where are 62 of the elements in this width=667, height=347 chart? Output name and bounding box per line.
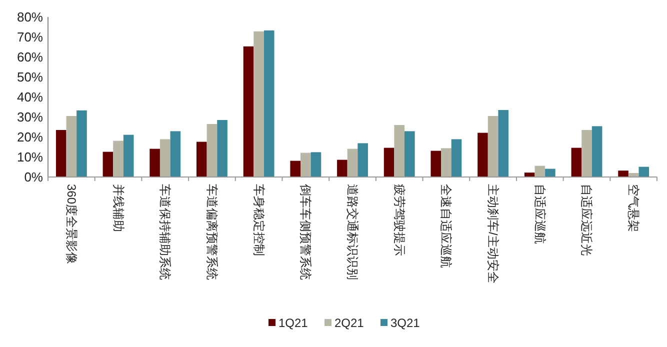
x-tick-label: 倒车车侧预警系统: [298, 184, 313, 280]
bar: [170, 131, 181, 177]
bar: [404, 131, 415, 177]
bar: [384, 148, 394, 177]
legend-label: 2Q21: [334, 316, 364, 330]
x-tick-label: 车道偏离预警系统: [204, 184, 219, 280]
bar: [358, 143, 368, 177]
bar: [66, 116, 77, 177]
x-tick-label: 疲劳驾驶提示: [392, 184, 406, 256]
x-tick-label: 自适应远近光: [580, 184, 594, 256]
bar: [498, 110, 508, 177]
x-tick-label: 全速自适应巡航: [439, 184, 454, 268]
bar: [56, 130, 66, 177]
y-tick-label: 60%: [16, 50, 44, 65]
bar: [76, 110, 87, 177]
y-tick-label: 20%: [16, 130, 44, 145]
y-tick-label: 40%: [16, 90, 44, 105]
bar: [441, 148, 452, 177]
bar: [478, 132, 488, 177]
x-tick-label: 360度全景影像: [64, 184, 78, 264]
bar: [243, 46, 254, 177]
bar: [290, 160, 300, 177]
x-tick-label: 道路交通标识识别: [346, 184, 360, 280]
bar: [451, 139, 462, 177]
y-tick-label: 30%: [16, 110, 44, 125]
bar: [347, 148, 358, 177]
y-tick-label: 80%: [16, 10, 44, 25]
bar: [337, 160, 348, 177]
bar: [160, 139, 170, 177]
bar: [150, 148, 160, 177]
legend-label: 3Q21: [390, 316, 420, 330]
bar: [300, 152, 311, 177]
bar: [102, 152, 114, 177]
bar: [217, 120, 228, 177]
y-tick-label: 50%: [16, 70, 44, 85]
bar: [545, 168, 556, 177]
x-tick-label: 主动刹车/主动安全: [486, 184, 500, 284]
x-tick-label: 车道保持辅助系统: [158, 184, 172, 280]
y-tick-label: 0%: [24, 170, 44, 185]
bar: [394, 125, 404, 177]
bar: [534, 166, 546, 177]
bar: [582, 130, 592, 177]
bar: [113, 140, 124, 177]
bar: [196, 142, 207, 177]
bar: [310, 152, 322, 177]
bar: [264, 30, 274, 177]
x-tick-label: 空气悬架: [626, 184, 641, 232]
y-tick-label: 10%: [16, 150, 44, 165]
y-tick-label: 70%: [16, 30, 44, 45]
x-tick-label: 车身稳定控制: [252, 184, 266, 256]
bar: [123, 134, 134, 177]
bar: [430, 150, 442, 177]
legend-label: 1Q21: [278, 316, 308, 330]
bar: [618, 170, 628, 177]
x-tick-label: 并线辅助: [111, 184, 126, 232]
x-tick-label: 自适应巡航: [532, 184, 547, 244]
bar: [206, 124, 218, 177]
bar: [638, 166, 650, 177]
bar: [254, 31, 264, 177]
bar: [488, 116, 498, 177]
bar: [571, 148, 582, 177]
bar: [592, 126, 602, 177]
